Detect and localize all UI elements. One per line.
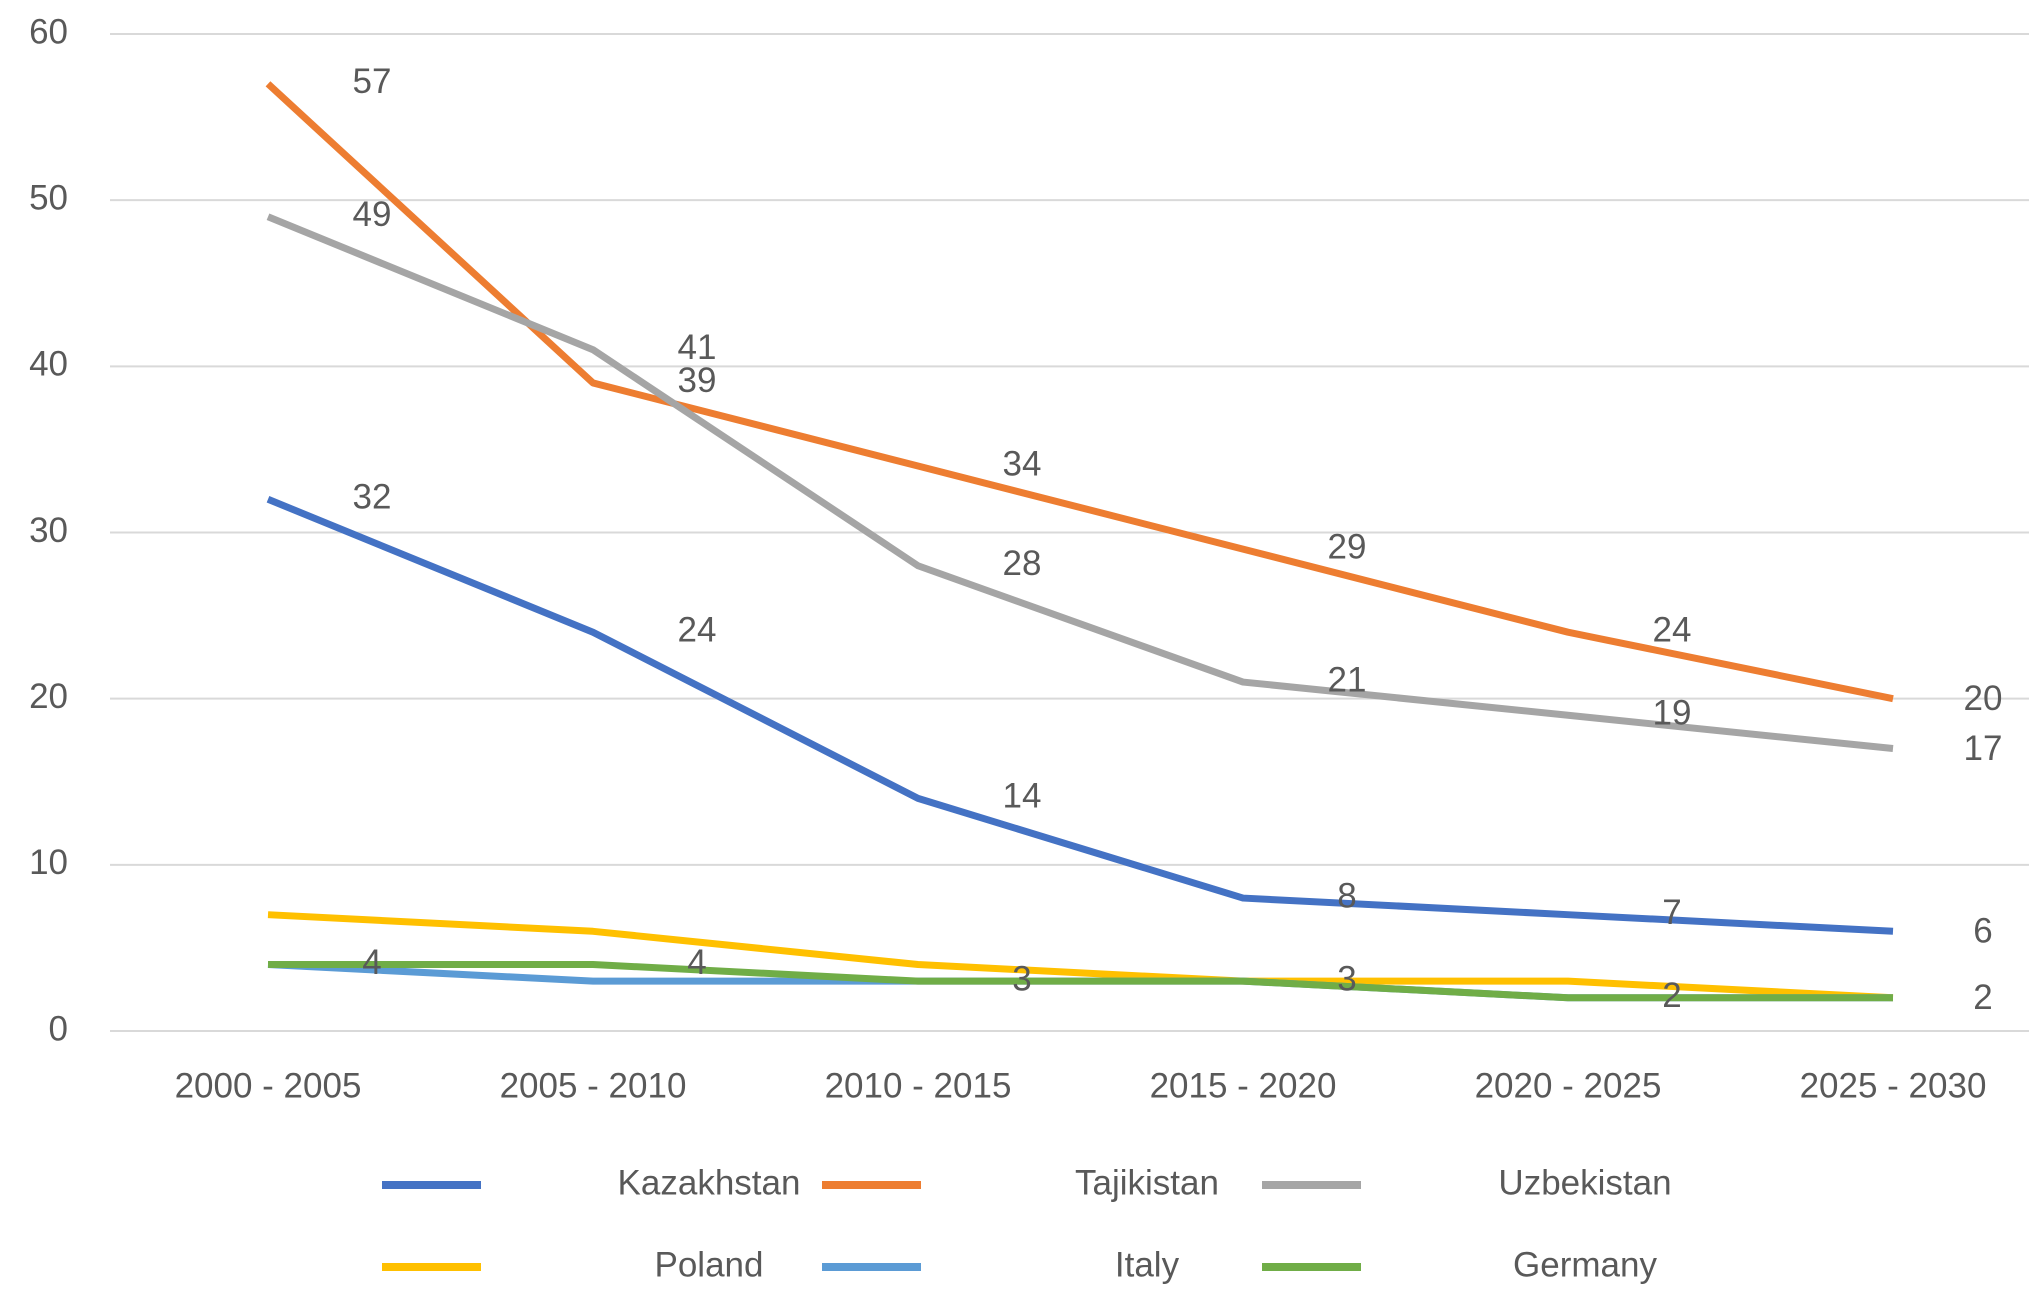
- data-label: 49: [353, 195, 392, 234]
- x-tick-label: 2000 - 2005: [175, 1066, 362, 1105]
- data-label: 41: [678, 328, 717, 367]
- data-label: 19: [1653, 694, 1692, 733]
- y-tick-label: 10: [29, 843, 68, 882]
- data-label: 2: [1662, 976, 1681, 1015]
- data-label: 21: [1328, 660, 1367, 699]
- data-label: 24: [1653, 610, 1692, 649]
- data-label: 6: [1973, 912, 1992, 951]
- y-tick-label: 30: [29, 511, 68, 550]
- data-label: 17: [1964, 729, 2003, 768]
- data-label: 28: [1003, 544, 1042, 583]
- y-tick-label: 20: [29, 677, 68, 716]
- legend-label: Tajikistan: [1075, 1163, 1219, 1202]
- x-tick-label: 2010 - 2015: [825, 1066, 1012, 1105]
- x-tick-label: 2020 - 2025: [1475, 1066, 1662, 1105]
- series-line: [266, 496, 1894, 935]
- x-tick-label: 2015 - 2020: [1150, 1066, 1337, 1105]
- legend-label: Germany: [1513, 1245, 1657, 1284]
- data-label: 2: [1973, 978, 1992, 1017]
- data-label: 34: [1003, 444, 1042, 483]
- x-tick-label: 2005 - 2010: [500, 1066, 687, 1105]
- data-label: 20: [1964, 679, 2003, 718]
- legend-label: Kazakhstan: [618, 1163, 801, 1202]
- y-tick-label: 0: [49, 1009, 68, 1048]
- x-tick-label: 2025 - 2030: [1800, 1066, 1987, 1105]
- legend-label: Uzbekistan: [1498, 1163, 1671, 1202]
- data-label: 57: [353, 62, 392, 101]
- series-line: [265, 81, 1894, 703]
- data-label: 3: [1012, 959, 1031, 998]
- y-tick-label: 40: [29, 345, 68, 384]
- y-tick-label: 60: [29, 12, 68, 51]
- data-label: 24: [678, 610, 717, 649]
- data-label: 4: [362, 943, 381, 982]
- series-line: [267, 911, 1894, 1002]
- legend-label: Italy: [1115, 1245, 1180, 1284]
- data-label: 29: [1328, 527, 1367, 566]
- data-label: 32: [353, 478, 392, 517]
- series-line: [266, 213, 1894, 752]
- data-label: 39: [678, 361, 717, 400]
- series-line: [268, 961, 1893, 1002]
- data-label: 14: [1003, 777, 1042, 816]
- legend-label: Poland: [655, 1245, 764, 1284]
- data-label: 3: [1337, 959, 1356, 998]
- data-label: 7: [1662, 893, 1681, 932]
- y-tick-label: 50: [29, 178, 68, 217]
- data-label: 8: [1337, 876, 1356, 915]
- data-label: 4: [687, 943, 706, 982]
